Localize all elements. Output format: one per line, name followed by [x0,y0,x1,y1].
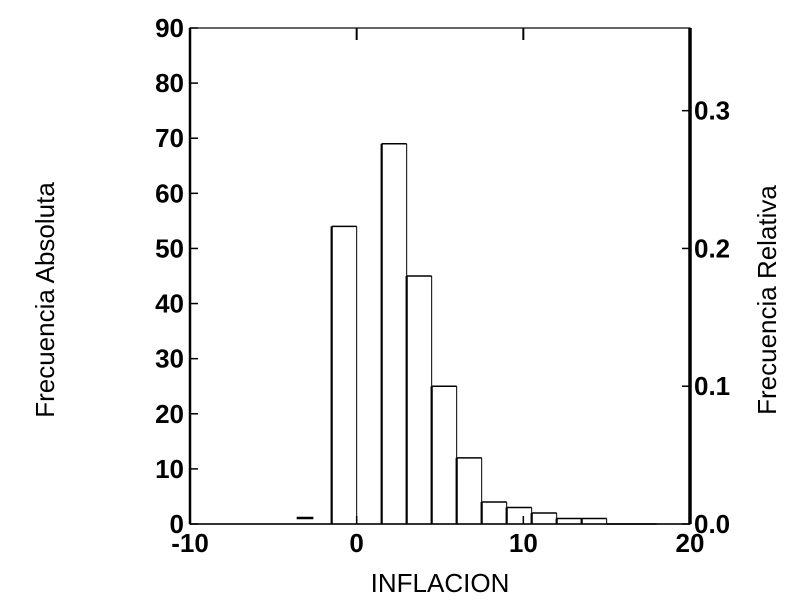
right-tick-label: 0.2 [694,233,730,263]
histogram-bar [455,457,483,524]
x-axis-label: INFLACION [371,568,510,598]
left-tick-label: 80 [155,68,184,98]
left-tick-label: 10 [155,454,184,484]
histogram-bar [380,142,408,524]
left-y-axis-ticks: 0 10 20 30 40 50 60 70 80 90 [155,13,198,539]
left-y-axis-label: Frecuencia Absoluta [30,182,60,418]
left-tick-label: 70 [155,123,184,153]
x-tick-label: 0 [349,528,363,558]
right-y-axis-label: Frecuencia Relativa [752,185,782,415]
left-tick-label: 40 [155,289,184,319]
histogram-bar [555,517,583,524]
left-tick-label: 0 [170,509,184,539]
x-tick-label: 20 [676,528,705,558]
plot-border [189,27,691,525]
left-tick-label: 60 [155,178,184,208]
histogram-bar [530,512,558,524]
right-tick-label: 0.1 [694,371,730,401]
histogram-bar [480,501,508,524]
right-tick-label: 0.3 [694,96,730,126]
x-tick-label: -10 [171,528,209,558]
left-tick-label: 90 [155,13,184,43]
x-tick-label: 10 [509,528,538,558]
histogram-bar [330,225,358,524]
histogram-bar [405,275,433,524]
histogram-bar [580,517,608,524]
left-tick-label: 30 [155,344,184,374]
right-tick-label: 0.0 [694,509,730,539]
right-y-axis-ticks: 0.0 0.1 0.2 0.3 [682,96,730,539]
left-tick-label: 20 [155,399,184,429]
histogram-bar [430,385,458,524]
x-axis-ticks: -10 0 10 20 [171,28,704,558]
histogram-bar [505,506,533,524]
bars-group [296,142,657,525]
left-tick-label: 50 [155,233,184,263]
plot-frame [188,27,692,525]
